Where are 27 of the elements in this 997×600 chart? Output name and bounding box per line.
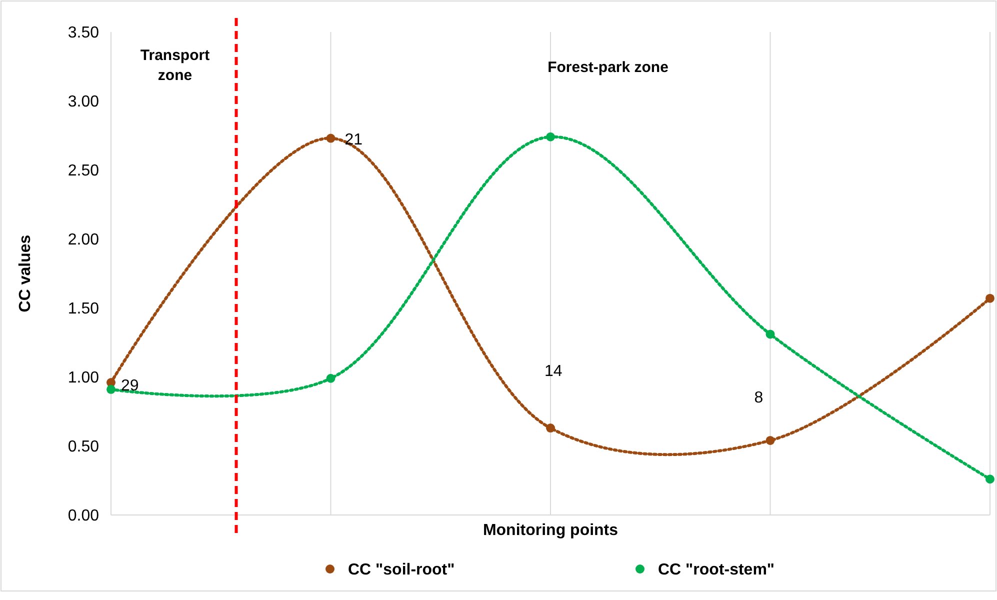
annotation: 29 <box>121 378 139 395</box>
y-tick-label: 2.50 <box>68 162 100 180</box>
point <box>106 384 116 394</box>
point <box>766 330 775 339</box>
annotation: 8 <box>754 389 764 406</box>
point <box>546 132 555 142</box>
annotation: 21 <box>344 131 363 148</box>
annotation: Forest-park zone <box>548 59 668 76</box>
y-tick-label: 3.50 <box>68 24 100 42</box>
x-axis-title: Monitoring points <box>482 522 618 539</box>
point <box>986 474 994 484</box>
point <box>986 294 994 303</box>
y-axis-title: CC values <box>17 234 34 312</box>
y-tick-label: 1.50 <box>68 300 100 318</box>
annotation: Transport zone <box>140 47 210 84</box>
y-tick-label: 1.00 <box>68 370 100 387</box>
y-tick-label: 0.00 <box>68 508 100 525</box>
legend-label: CC "root-stem" <box>658 562 775 579</box>
point <box>546 424 555 433</box>
point <box>326 374 336 383</box>
y-tick-label: 2.00 <box>68 232 100 249</box>
point <box>766 436 775 445</box>
y-tick-label: 3.00 <box>68 94 100 111</box>
point <box>326 134 336 143</box>
y-tick-label: 0.50 <box>68 438 100 456</box>
annotation: 14 <box>544 363 562 380</box>
legend-label: CC "soil-root" <box>348 562 455 579</box>
